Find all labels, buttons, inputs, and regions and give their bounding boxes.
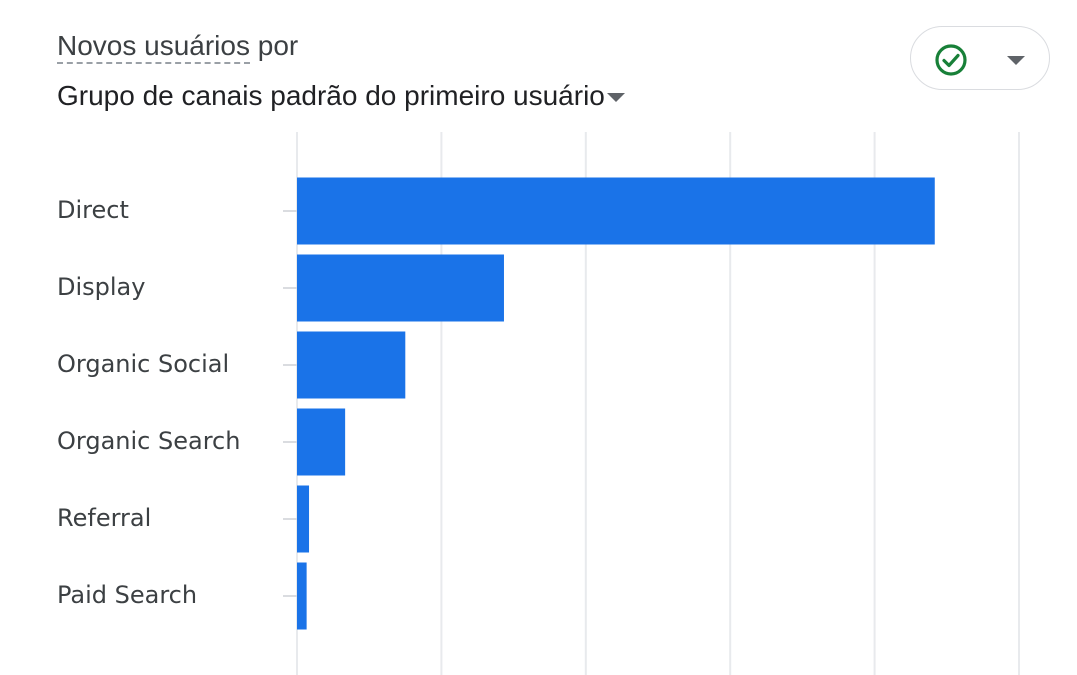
bar-organic-social[interactable]	[297, 331, 406, 399]
category-label: Referral	[57, 504, 151, 532]
bar-referral[interactable]	[297, 485, 310, 553]
category-label: Direct	[57, 196, 129, 224]
dimension-selector[interactable]: Grupo de canais padrão do primeiro usuár…	[57, 80, 625, 112]
dimension-label: Grupo de canais padrão do primeiro usuár…	[57, 80, 605, 111]
bar-display[interactable]	[297, 254, 504, 322]
axis-ticks	[283, 210, 297, 597]
category-label: Paid Search	[57, 581, 197, 609]
bar-organic-search[interactable]	[297, 408, 346, 476]
metric-connector: por	[257, 30, 299, 61]
metric-selector[interactable]: Novos usuários	[57, 30, 250, 64]
card-title-metric-line: Novos usuários por	[57, 30, 299, 64]
category-label: Organic Search	[57, 427, 240, 455]
bar-direct[interactable]	[297, 177, 935, 245]
category-label: Display	[57, 273, 145, 301]
category-labels: Direct Display Organic Social Organic Searc…	[57, 196, 240, 609]
bars	[297, 177, 935, 630]
caret-down-icon	[606, 92, 625, 102]
bar-paid-search[interactable]	[297, 562, 307, 630]
chevron-down-icon	[1007, 56, 1025, 65]
category-label: Organic Social	[57, 350, 229, 378]
check-circle-icon	[935, 44, 967, 76]
status-chip-button[interactable]	[910, 26, 1050, 90]
